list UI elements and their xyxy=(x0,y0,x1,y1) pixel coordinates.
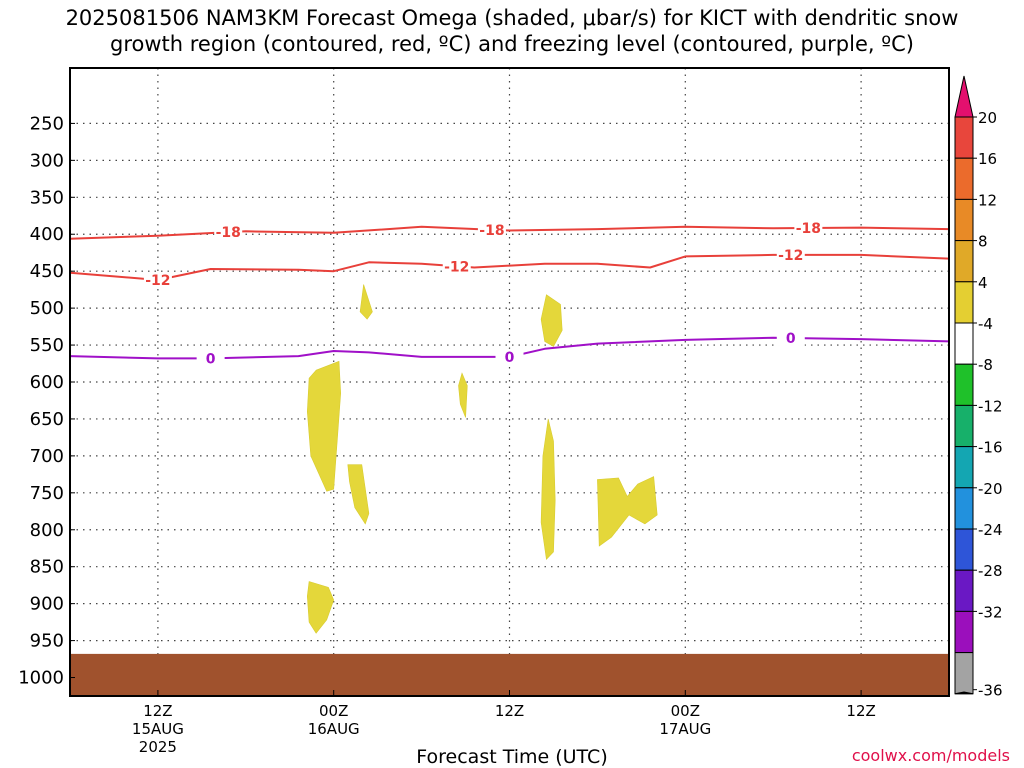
colorbar-upper-arrow xyxy=(954,75,974,118)
tick-label-x-4-0: 12Z xyxy=(846,702,875,720)
omega-region-4 xyxy=(347,464,370,525)
colorbar-segment-12 xyxy=(954,610,974,654)
pressure-axis: 250 300 350 400 450 500 550 600 650 700 750 800 850 9… xyxy=(18,113,75,689)
colorbar-segment-1 xyxy=(954,157,974,200)
colorbar-segment-0 xyxy=(954,116,974,159)
grid-layer xyxy=(70,68,949,696)
omega-colorbar: 20 16 12 8 4 -4 -8 -12 -16 -20 -24 -28 -32 -36 xyxy=(954,75,1003,700)
tick-label-y-550: 550 xyxy=(30,335,64,356)
contour-label-2-1: 0 xyxy=(505,350,515,366)
contour-label-0-0: -18 xyxy=(216,225,241,241)
contour-line-2 xyxy=(70,336,949,360)
tick-label-y-350: 350 xyxy=(30,187,64,208)
site-credit: coolwx.com/models xyxy=(851,746,1010,765)
contour-label-bg-0-1 xyxy=(477,221,506,238)
tick-label-y-800: 800 xyxy=(30,520,64,541)
contour-layer: -18 -18 -18 -12 -12 -12 0 0 0 xyxy=(70,220,949,367)
contour-label-1-0: -12 xyxy=(145,273,170,289)
colorbar-segment-10 xyxy=(954,528,974,571)
contour-label-bg-2-2 xyxy=(776,329,805,346)
contour-label-bg-2-1 xyxy=(495,348,524,365)
tick-label-x-0-1: 15AUG xyxy=(132,720,184,738)
contour-line-1 xyxy=(70,253,949,281)
colorbar-segment-7 xyxy=(954,404,974,448)
colorbar-segment-6 xyxy=(954,363,974,406)
contour-label-bg-2-0 xyxy=(196,350,225,367)
chart-title-line-2: growth region (contoured, red, ºC) and f… xyxy=(110,32,914,56)
contour-label-bg-0-0 xyxy=(214,224,243,241)
colorbar-label-10: -24 xyxy=(978,521,1003,539)
terrain-fill xyxy=(70,653,949,696)
ground-layer xyxy=(70,653,949,696)
omega-region-2 xyxy=(458,372,468,418)
colorbar-label-2: 12 xyxy=(978,191,997,209)
tick-label-x-0-0: 12Z xyxy=(143,702,172,720)
colorbar-label-7: -12 xyxy=(978,397,1003,415)
tick-label-y-700: 700 xyxy=(30,446,64,467)
tick-label-y-650: 650 xyxy=(30,409,64,430)
colorbar-label-5: -4 xyxy=(978,315,993,333)
colorbar-lower-arrow xyxy=(954,691,974,695)
tick-label-y-750: 750 xyxy=(30,483,64,504)
colorbar-label-4: 4 xyxy=(978,274,988,292)
colorbar-label-1: 16 xyxy=(978,150,997,168)
colorbar-segment-9 xyxy=(954,487,974,530)
tick-label-x-1-1: 16AUG xyxy=(308,720,360,738)
colorbar-label-13: -36 xyxy=(978,682,1003,700)
colorbar-segment-5 xyxy=(954,322,974,365)
tick-label-y-500: 500 xyxy=(30,298,64,319)
contour-label-2-0: 0 xyxy=(206,351,216,367)
tick-label-y-950: 950 xyxy=(30,631,64,652)
colorbar-label-3: 8 xyxy=(978,233,988,251)
omega-region-0 xyxy=(359,284,373,320)
tick-label-y-450: 450 xyxy=(30,261,64,282)
colorbar-segment-4 xyxy=(954,281,974,324)
omega-region-1 xyxy=(540,294,563,347)
colorbar-segment-2 xyxy=(954,198,974,242)
x-axis-title: Forecast Time (UTC) xyxy=(416,746,608,768)
tick-label-x-0-2: 2025 xyxy=(139,738,177,756)
contour-label-2-2: 0 xyxy=(786,331,796,347)
tick-label-y-850: 850 xyxy=(30,557,64,578)
tick-label-x-2-0: 12Z xyxy=(495,702,524,720)
colorbar-label-11: -28 xyxy=(978,562,1003,580)
contour-label-bg-1-2 xyxy=(776,246,805,263)
contour-label-bg-0-2 xyxy=(794,220,823,237)
omega-region-3 xyxy=(306,360,342,492)
tick-label-y-300: 300 xyxy=(30,150,64,171)
chart-title-line-1: 2025081506 NAM3KM Forecast Omega (shaded… xyxy=(65,6,959,30)
colorbar-segment-11 xyxy=(954,569,974,612)
tick-label-x-1-0: 00Z xyxy=(319,702,348,720)
colorbar-label-0: 20 xyxy=(978,109,997,127)
colorbar-label-9: -20 xyxy=(978,480,1003,498)
tick-label-y-1000: 1000 xyxy=(18,668,64,689)
tick-label-x-3-1: 17AUG xyxy=(659,720,711,738)
colorbar-label-8: -16 xyxy=(978,439,1003,457)
colorbar-label-12: -32 xyxy=(978,603,1003,621)
contour-label-1-2: -12 xyxy=(778,248,803,264)
omega-region-6 xyxy=(597,476,658,547)
omega-shading-layer xyxy=(306,284,658,634)
colorbar-segment-8 xyxy=(954,446,974,489)
contour-label-bg-1-1 xyxy=(442,258,471,275)
tick-label-y-900: 900 xyxy=(30,594,64,615)
tick-label-y-250: 250 xyxy=(30,113,64,134)
omega-region-7 xyxy=(306,581,335,634)
tick-label-y-600: 600 xyxy=(30,372,64,393)
tick-label-y-400: 400 xyxy=(30,224,64,245)
colorbar-segment-13 xyxy=(954,652,974,695)
colorbar-segment-3 xyxy=(954,240,974,283)
contour-label-1-1: -12 xyxy=(444,259,469,275)
colorbar-label-6: -8 xyxy=(978,356,993,374)
contour-label-0-2: -18 xyxy=(796,221,821,237)
contour-label-0-1: -18 xyxy=(479,223,504,239)
tick-label-x-3-0: 00Z xyxy=(671,702,700,720)
omega-region-5 xyxy=(540,418,556,560)
contour-label-bg-1-0 xyxy=(143,272,172,289)
